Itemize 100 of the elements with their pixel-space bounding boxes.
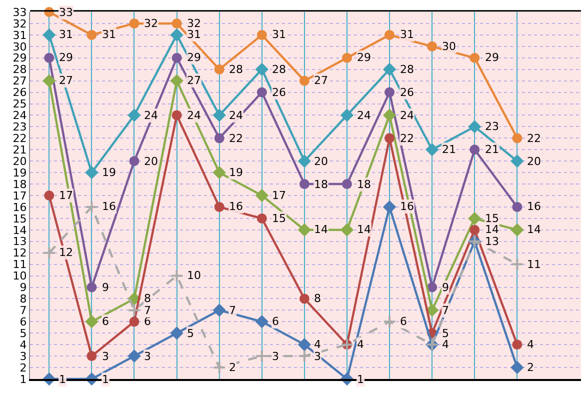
- y-tick-label: 3: [20, 350, 27, 363]
- y-tick-label: 10: [12, 270, 27, 283]
- y-tick-label: 33: [12, 6, 27, 19]
- data-label: 6: [400, 315, 407, 328]
- data-label: 29: [357, 51, 371, 64]
- data-label: 16: [102, 200, 116, 213]
- y-tick-label: 6: [20, 316, 27, 329]
- y-tick-label: 19: [12, 166, 27, 180]
- y-tick-label: 23: [12, 120, 27, 134]
- data-label: 6: [272, 315, 279, 328]
- data-label: 16: [229, 200, 243, 213]
- data-label: 30: [442, 40, 456, 53]
- data-label: 22: [229, 132, 243, 145]
- y-tick-label: 11: [12, 258, 27, 272]
- data-label: 7: [442, 304, 449, 317]
- data-label: 32: [187, 17, 201, 30]
- y-tick-label: 22: [12, 132, 27, 146]
- y-tick-label: 28: [12, 63, 27, 76]
- data-label: 29: [187, 51, 201, 64]
- data-label: 16: [527, 200, 541, 213]
- data-label: 14: [527, 223, 541, 236]
- y-tick-label: 1: [20, 372, 27, 386]
- data-label: 24: [144, 109, 158, 122]
- y-tick-label: 31: [12, 28, 27, 42]
- data-label: 17: [59, 189, 73, 202]
- data-label: 24: [400, 109, 414, 122]
- data-label: 7: [229, 304, 236, 317]
- y-tick-label: 26: [12, 86, 27, 100]
- y-tick-label: 24: [12, 109, 27, 122]
- y-tick-label: 17: [12, 189, 27, 202]
- data-label: 24: [357, 109, 371, 122]
- data-label: 15: [272, 212, 286, 225]
- data-label: 28: [272, 63, 286, 76]
- data-label: 3: [102, 350, 109, 363]
- y-tick-label: 7: [20, 304, 27, 318]
- data-label: 20: [314, 155, 328, 168]
- data-label: 20: [144, 155, 158, 168]
- y-tick-label: 32: [12, 17, 27, 30]
- data-label: 19: [229, 166, 243, 179]
- y-tick-label: 21: [12, 143, 27, 156]
- data-label: 9: [442, 281, 449, 294]
- data-label: 28: [400, 63, 414, 76]
- data-label: 7: [144, 304, 151, 317]
- data-label: 13: [485, 235, 499, 248]
- data-label: 31: [102, 28, 116, 41]
- data-label: 5: [442, 327, 449, 340]
- data-label: 23: [485, 120, 499, 133]
- data-label: 31: [187, 28, 201, 41]
- y-tick-label: 20: [12, 154, 27, 168]
- data-label: 18: [357, 178, 371, 191]
- data-label: 1: [357, 373, 364, 386]
- data-label: 4: [357, 338, 364, 351]
- data-label: 22: [527, 132, 541, 145]
- y-tick-label: 27: [12, 74, 27, 88]
- data-label: 2: [527, 361, 534, 374]
- y-tick-label: 14: [12, 224, 27, 237]
- data-label: 21: [442, 143, 456, 156]
- y-tick-label: 2: [20, 361, 27, 374]
- data-label: 3: [272, 350, 279, 363]
- data-label: 4: [527, 338, 534, 351]
- y-tick-label: 30: [12, 40, 27, 54]
- data-label: 33: [59, 6, 73, 19]
- data-label: 27: [59, 74, 73, 87]
- data-label: 28: [229, 63, 243, 76]
- y-tick-label: 29: [12, 52, 27, 65]
- data-label: 5: [187, 327, 194, 340]
- data-label: 3: [314, 350, 321, 363]
- data-label: 26: [272, 86, 286, 99]
- data-label: 26: [400, 86, 414, 99]
- data-label: 29: [59, 51, 73, 64]
- data-label: 8: [144, 292, 151, 305]
- data-label: 4: [442, 338, 449, 351]
- data-label: 18: [314, 178, 328, 191]
- data-label: 20: [527, 155, 541, 168]
- data-label: 10: [187, 269, 201, 282]
- data-label: 17: [272, 189, 286, 202]
- data-label: 11: [527, 258, 541, 271]
- data-label: 15: [485, 212, 499, 225]
- data-label: 9: [102, 281, 109, 294]
- data-label: 3: [144, 350, 151, 363]
- data-label: 32: [144, 17, 158, 30]
- data-label: 31: [59, 28, 73, 41]
- data-label: 2: [229, 361, 236, 374]
- data-label: 22: [400, 132, 414, 145]
- y-tick-label: 15: [12, 212, 27, 226]
- data-label: 16: [400, 200, 414, 213]
- data-label: 8: [314, 292, 321, 305]
- y-tick-label: 25: [12, 98, 27, 111]
- data-label: 14: [314, 223, 328, 236]
- data-label: 1: [102, 373, 109, 386]
- data-label: 6: [102, 315, 109, 328]
- data-label: 19: [102, 166, 116, 179]
- y-tick-label: 4: [20, 338, 27, 352]
- y-tick-label: 16: [12, 200, 27, 214]
- y-tick-label: 9: [20, 281, 27, 294]
- data-label: 27: [187, 74, 201, 87]
- data-label: 12: [59, 246, 73, 259]
- data-label: 6: [144, 315, 151, 328]
- data-label: 4: [314, 338, 321, 351]
- data-label: 29: [485, 51, 499, 64]
